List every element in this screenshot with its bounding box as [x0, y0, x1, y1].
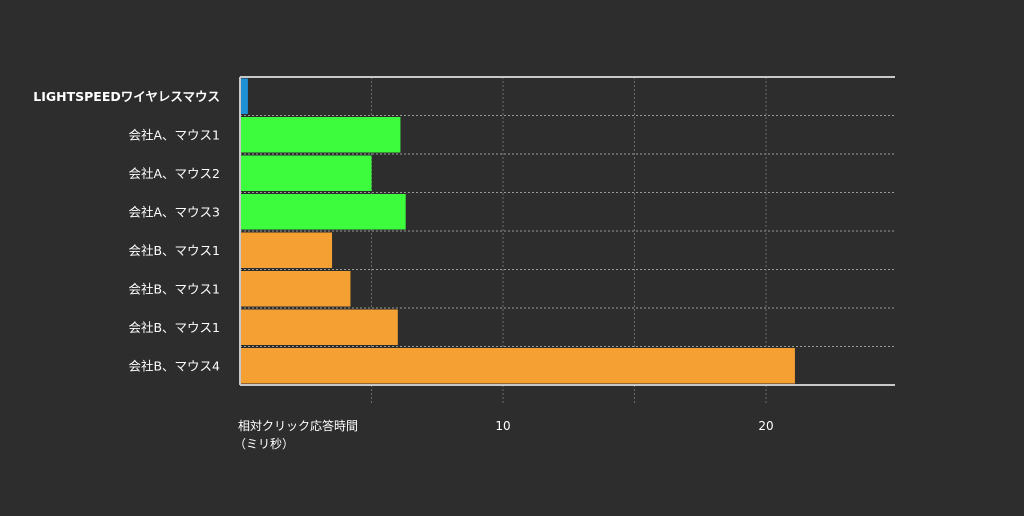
- gridlines: [240, 77, 895, 403]
- axes: [239, 76, 895, 386]
- bar: [240, 232, 333, 268]
- category-label: 会社B、マウス1: [128, 320, 220, 335]
- x-tick-label: 10: [495, 419, 510, 433]
- x-tick-label: 20: [758, 419, 773, 433]
- category-label: 会社A、マウス1: [128, 127, 220, 142]
- x-axis-unit-label: （ミリ秒）: [234, 437, 294, 451]
- category-label: 会社A、マウス2: [128, 166, 220, 181]
- category-label: 会社A、マウス3: [128, 204, 220, 219]
- category-label: 会社B、マウス1: [128, 243, 220, 258]
- category-label: 会社B、マウス4: [128, 358, 220, 373]
- bar: [240, 78, 248, 114]
- bars: [240, 78, 795, 384]
- bar: [240, 348, 795, 384]
- bar: [240, 194, 406, 230]
- bar: [240, 155, 372, 191]
- x-axis-label: 相対クリック応答時間: [238, 418, 358, 433]
- x-tick-labels: 10 20: [495, 419, 773, 433]
- bar: [240, 271, 351, 307]
- bar: [240, 309, 398, 345]
- category-label: LIGHTSPEEDワイヤレスマウス: [33, 89, 220, 104]
- category-label: 会社B、マウス1: [128, 281, 220, 296]
- bar: [240, 117, 401, 153]
